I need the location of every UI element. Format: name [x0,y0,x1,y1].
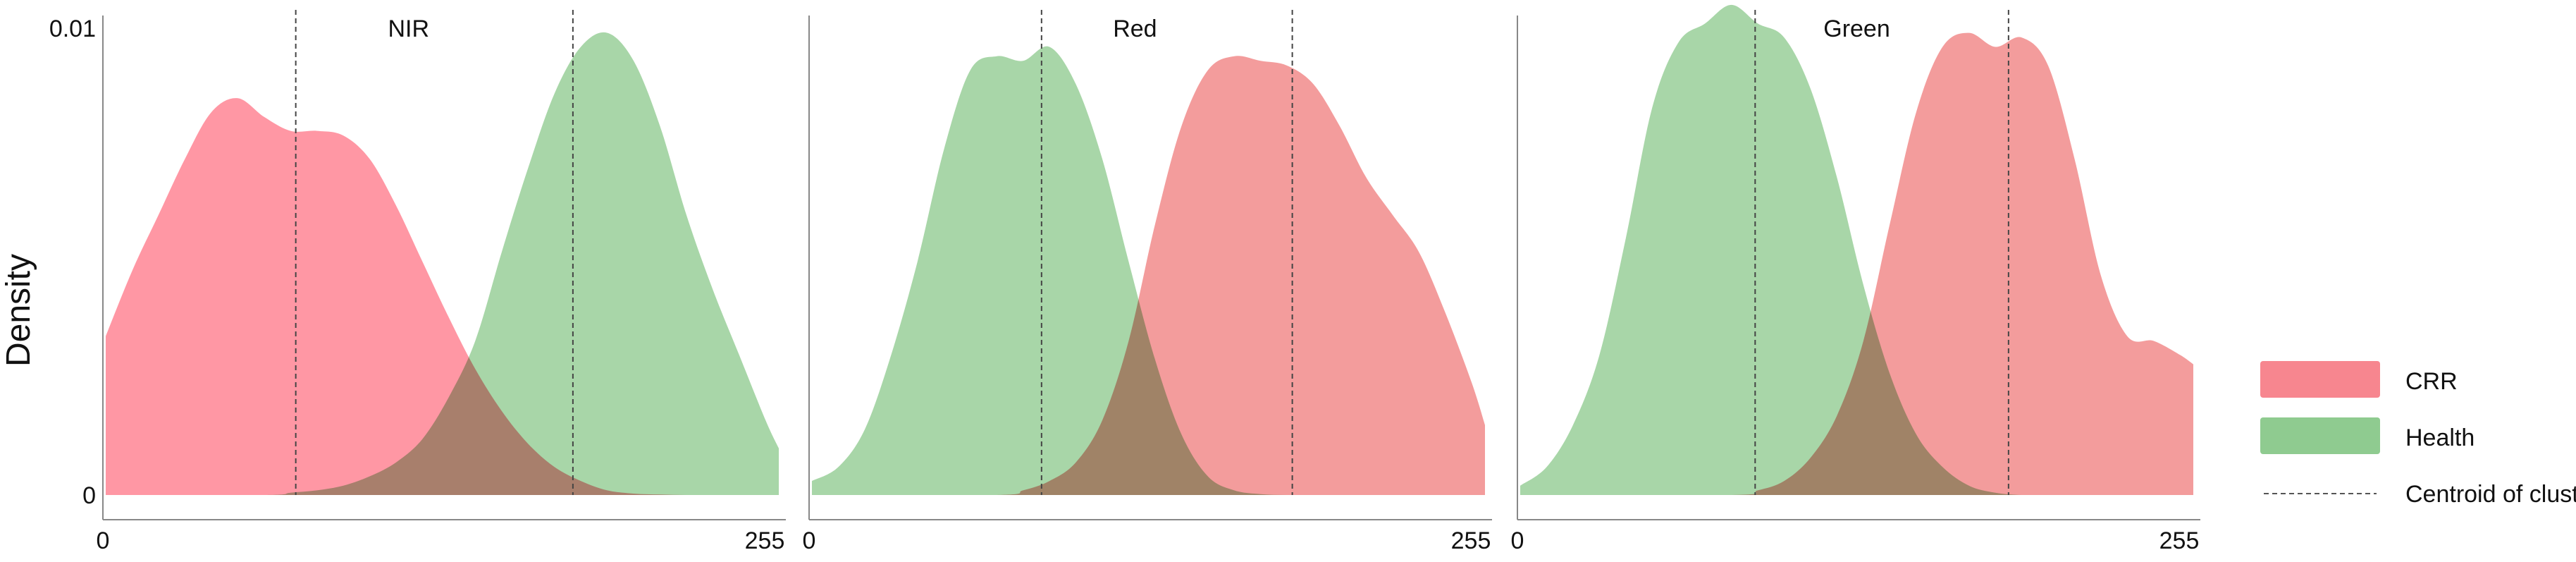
area-health-nir [106,32,779,496]
area-health-green [1520,4,2193,495]
panel-title-green: Green [1823,16,1890,42]
legend-label-centroid-of-cluster: Centroid of cluster [2405,481,2576,508]
x-tick-label: 255 [1451,527,1491,554]
panel-green: Green 0 255 [1511,4,2200,554]
area-crr-green [1520,32,2193,496]
y-tick-label: 0.01 [49,16,96,42]
panel-title-red: Red [1113,16,1157,42]
legend-swatch-crr [2260,361,2380,398]
panel-red: Red 0 255 [803,10,1492,554]
area-health-red [812,46,1485,496]
y-axis-label: Density [0,254,37,367]
legend-swatch-health [2260,417,2380,454]
x-tick-label: 255 [2159,527,2200,554]
y-tick-label: 0 [82,482,96,509]
area-crr-red [812,56,1485,496]
x-tick-label: 0 [1511,527,1524,554]
x-tick-label: 255 [745,527,785,554]
panels: NIR 0 255 0.01 0 Red 0 255 Green 0 255 [49,4,2200,554]
x-tick-label: 0 [803,527,816,554]
panel-title-nir: NIR [388,16,429,42]
legend: CRR Health Centroid of cluster [2260,361,2576,508]
legend-label-health: Health [2405,424,2475,451]
x-tick-label: 0 [97,527,110,554]
area-crr-nir [106,98,779,495]
legend-label-crr: CRR [2405,368,2458,395]
panel-nir: NIR 0 255 0.01 0 [49,10,786,554]
